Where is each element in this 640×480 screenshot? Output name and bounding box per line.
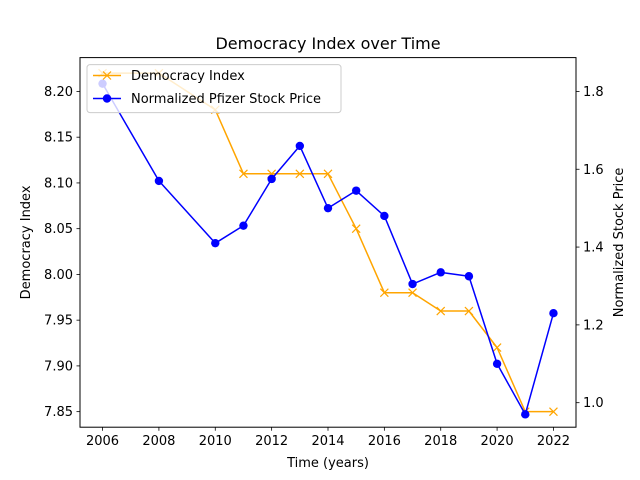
data-point-pfizer-stock [436, 268, 445, 277]
data-point-pfizer-stock [408, 279, 417, 289]
chart-title: Democracy Index over Time [215, 34, 440, 53]
x-axis-label: Time (years) [286, 456, 369, 471]
x-tick-label: 2010 [199, 434, 232, 449]
legend-marker-democracy-index [102, 71, 112, 80]
data-point-pfizer-stock [492, 359, 502, 368]
data-point-democracy-index [323, 169, 333, 179]
right-y-tick-label: 1.8 [583, 85, 604, 100]
left-y-axis-label: Democracy Index [19, 185, 34, 299]
right-y-axis: 1.0 1.2 1.4 1.6 1.8 [576, 85, 604, 411]
left-y-tick-label: 8.05 [44, 222, 73, 237]
left-y-tick-label: 7.95 [44, 314, 73, 329]
legend-marker-pfizer-stock [102, 94, 112, 103]
data-point-democracy-index [295, 169, 305, 179]
x-axis: 2006 2008 2010 2012 2014 2016 2018 2020 2022 [86, 427, 570, 449]
data-point-democracy-index [436, 306, 446, 316]
x-tick-label: 2008 [142, 434, 175, 449]
right-y-tick-label: 1.6 [583, 163, 604, 178]
x-tick-label: 2012 [255, 434, 288, 449]
left-y-axis: 7.85 7.90 7.95 8.00 8.05 8.10 8.15 8.20 [44, 85, 80, 420]
data-point-democracy-index [351, 224, 361, 234]
left-y-tick-label: 7.90 [44, 359, 73, 374]
x-tick-label: 2016 [368, 434, 401, 449]
data-point-democracy-index [492, 343, 502, 353]
legend-label-democracy-index: Democracy Index [131, 69, 245, 84]
left-y-tick-label: 8.20 [44, 85, 73, 100]
legend: Democracy Index Normalized Pfizer Stock … [86, 64, 342, 114]
data-point-democracy-index [408, 288, 417, 298]
data-point-democracy-index [549, 407, 558, 417]
data-point-pfizer-stock [211, 238, 220, 248]
right-y-tick-label: 1.4 [583, 241, 604, 256]
right-y-axis-label: Normalized Stock Price [612, 168, 627, 318]
data-point-pfizer-stock [464, 272, 474, 281]
series-line-democracy-index [102, 72, 554, 413]
plot-marks [98, 68, 558, 419]
right-y-tick-label: 1.2 [583, 318, 604, 333]
data-point-pfizer-stock [549, 309, 558, 318]
legend-label-pfizer-stock: Normalized Pfizer Stock Price [131, 92, 321, 107]
x-tick-label: 2020 [481, 434, 514, 449]
data-point-pfizer-stock [295, 141, 305, 151]
data-point-pfizer-stock [380, 211, 389, 221]
data-point-pfizer-stock [323, 203, 333, 213]
x-tick-label: 2006 [86, 434, 119, 449]
data-point-pfizer-stock [521, 410, 530, 419]
right-y-tick-label: 1.0 [583, 396, 604, 411]
data-point-pfizer-stock [351, 186, 361, 195]
data-point-democracy-index [379, 288, 389, 298]
x-tick-label: 2018 [424, 434, 457, 449]
data-point-pfizer-stock [239, 221, 248, 230]
left-y-tick-label: 8.15 [44, 131, 73, 146]
series-line-pfizer-stock [101, 83, 555, 416]
legend-box [86, 64, 342, 114]
data-point-democracy-index [239, 169, 248, 179]
left-y-tick-label: 8.00 [44, 268, 73, 283]
x-tick-label: 2022 [537, 434, 570, 449]
data-point-pfizer-stock [154, 176, 164, 186]
data-point-democracy-index [464, 306, 474, 316]
x-tick-label: 2014 [311, 434, 344, 449]
left-y-tick-label: 7.85 [44, 405, 73, 420]
left-y-tick-label: 8.10 [44, 176, 73, 191]
data-point-pfizer-stock [267, 174, 276, 184]
